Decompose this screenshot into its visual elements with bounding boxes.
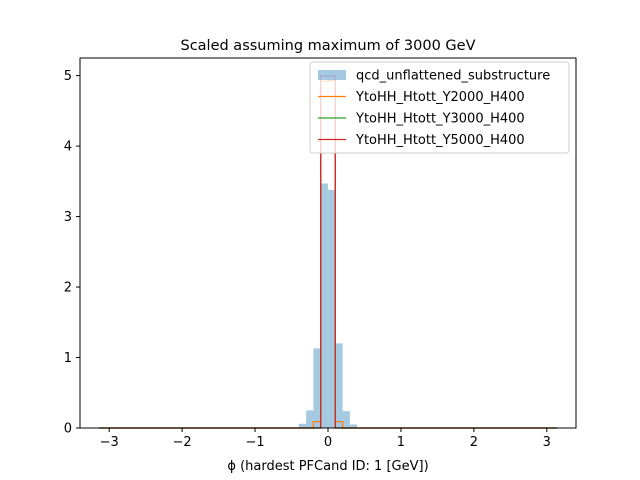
x-tick-label: −3 [100, 435, 119, 450]
y-tick-label: 3 [64, 210, 72, 225]
x-tick-label: 3 [543, 435, 551, 450]
qcd-histogram-bar [298, 423, 307, 428]
legend: qcd_unflattened_substructure YtoHH_Htott_… [309, 61, 570, 154]
y-tick-label: 4 [64, 140, 72, 155]
x-tick-label: −1 [245, 435, 264, 450]
y-tick-label: 1 [64, 351, 72, 366]
legend-label: YtoHH_Htott_Y5000_H400 [355, 133, 525, 148]
qcd-histogram-bar [320, 183, 328, 428]
y-tick-label: 5 [64, 69, 72, 84]
x-tick-label: 0 [324, 435, 332, 450]
y-tick-label: 0 [64, 422, 72, 437]
y-axis: 0 1 2 3 4 5 [64, 69, 80, 437]
legend-label: qcd_unflattened_substructure [356, 69, 550, 84]
x-tick-label: −2 [173, 435, 192, 450]
legend-swatch [318, 70, 346, 80]
x-axis: −3 −2 −1 0 1 2 3 [100, 428, 551, 450]
y-tick-label: 2 [64, 281, 72, 296]
legend-label: YtoHH_Htott_Y3000_H400 [355, 112, 525, 127]
qcd-histogram-bar [349, 424, 358, 428]
x-axis-label: ϕ (hardest PFCand ID: 1 [GeV]) [227, 459, 428, 474]
chart-title: Scaled assuming maximum of 3000 GeV [180, 38, 475, 54]
qcd-histogram-bar [313, 348, 321, 428]
qcd-histogram-bar [335, 343, 343, 428]
legend-label: YtoHH_Htott_Y2000_H400 [355, 90, 525, 105]
qcd-histogram-bar [328, 189, 336, 428]
qcd-histogram-bar [306, 410, 314, 428]
x-tick-label: 2 [470, 435, 478, 450]
legend-box [309, 61, 570, 154]
x-tick-label: 1 [397, 435, 405, 450]
qcd-histogram-bar [342, 411, 350, 428]
